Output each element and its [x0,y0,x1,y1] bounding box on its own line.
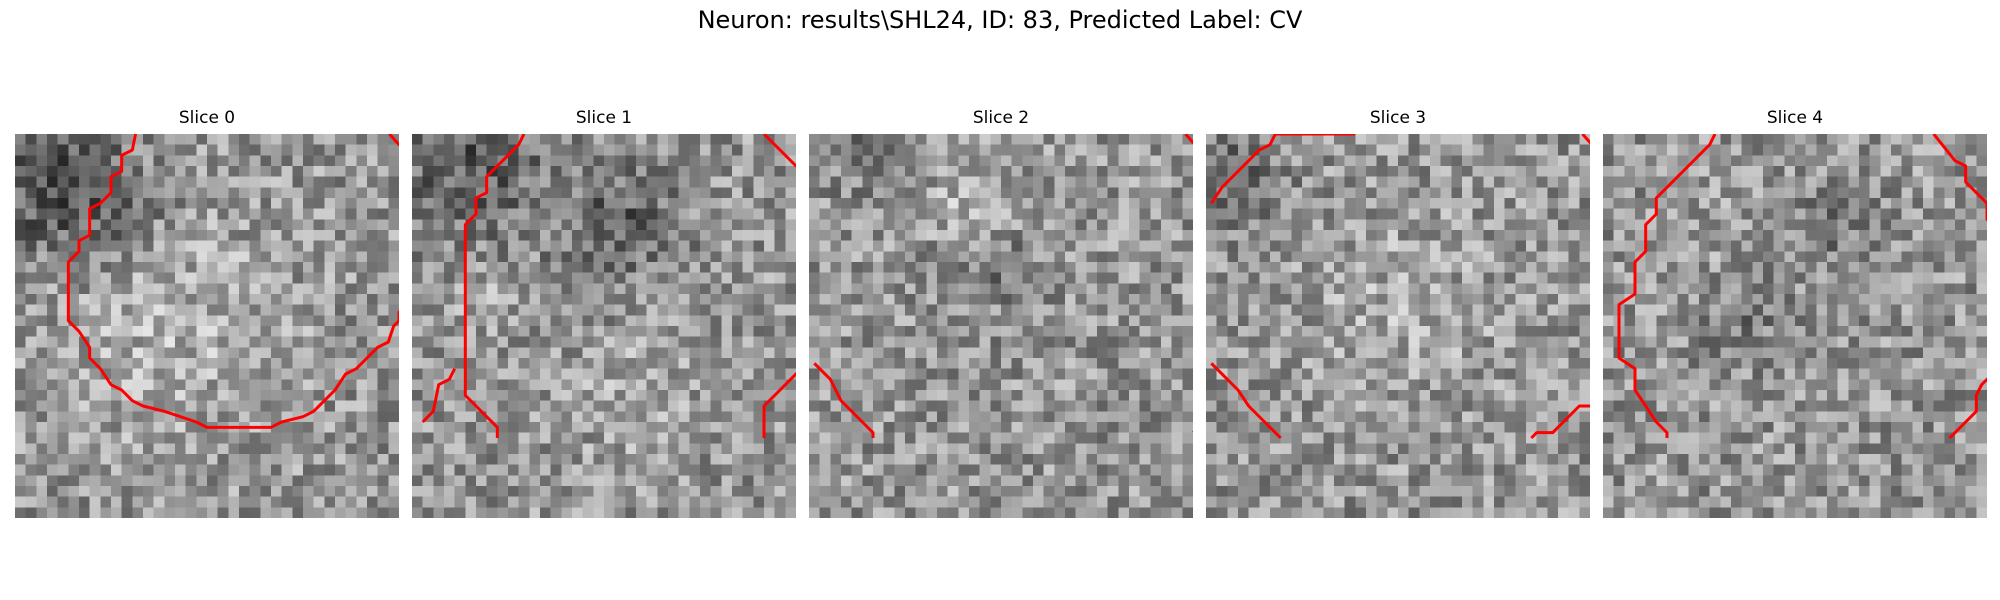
slice-panel-2: Slice 2 [809,108,1193,524]
slice-title: Slice 0 [15,108,399,128]
slice-image [1206,134,1590,518]
slice-title: Slice 2 [809,108,1193,128]
pixel-texture [809,134,1193,518]
figure-title: Neuron: results\SHL24, ID: 83, Predicted… [0,6,2000,34]
slice-image [412,134,796,518]
slice-image [809,134,1193,518]
pixel-texture [412,134,796,518]
pixel-texture [1603,134,1987,518]
slice-image [15,134,399,518]
slice-panel-0: Slice 0 [15,108,399,524]
slice-panel-1: Slice 1 [412,108,796,524]
slice-panel-3: Slice 3 [1206,108,1590,524]
slice-title: Slice 3 [1206,108,1590,128]
pixel-texture [1206,134,1590,518]
slice-title: Slice 4 [1603,108,1987,128]
slice-panel-4: Slice 4 [1603,108,1987,524]
slice-title: Slice 1 [412,108,796,128]
slice-image [1603,134,1987,518]
